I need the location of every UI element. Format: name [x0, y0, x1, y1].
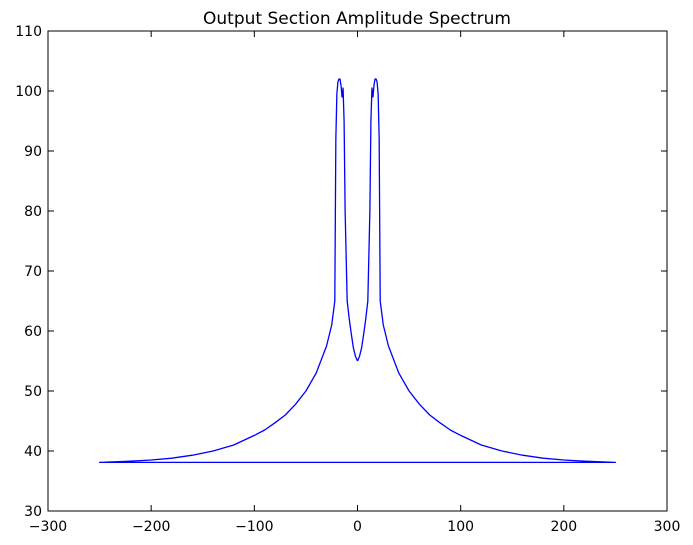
x-tick-labels: −300 −200 −100 0 100 200 300 [29, 519, 681, 535]
x-tick-label: −300 [29, 519, 67, 535]
y-tick-label: 50 [24, 384, 42, 400]
y-tick-label: 90 [24, 144, 42, 160]
y-tick-label: 40 [24, 444, 42, 460]
spectrum-series-line [98, 78, 617, 464]
y-tick-labels: 30 40 50 60 70 80 90 100 110 [15, 24, 42, 520]
chart-title: Output Section Amplitude Spectrum [203, 9, 511, 29]
y-tick-label: 110 [15, 24, 42, 40]
y-tick-label: 100 [15, 84, 42, 100]
y-tick-label: 80 [24, 204, 42, 220]
x-tick-label: 200 [550, 519, 577, 535]
x-tick-label: −100 [235, 519, 273, 535]
x-tick-label: 100 [447, 519, 474, 535]
y-tick-label: 60 [24, 324, 42, 340]
x-tick-label: −200 [132, 519, 170, 535]
x-tick-label: 300 [654, 519, 681, 535]
axis-ticks [47, 30, 668, 512]
y-tick-label: 70 [24, 264, 42, 280]
x-tick-label: 0 [353, 519, 362, 535]
plot-area-frame [47, 30, 668, 512]
y-tick-label: 30 [24, 504, 42, 520]
